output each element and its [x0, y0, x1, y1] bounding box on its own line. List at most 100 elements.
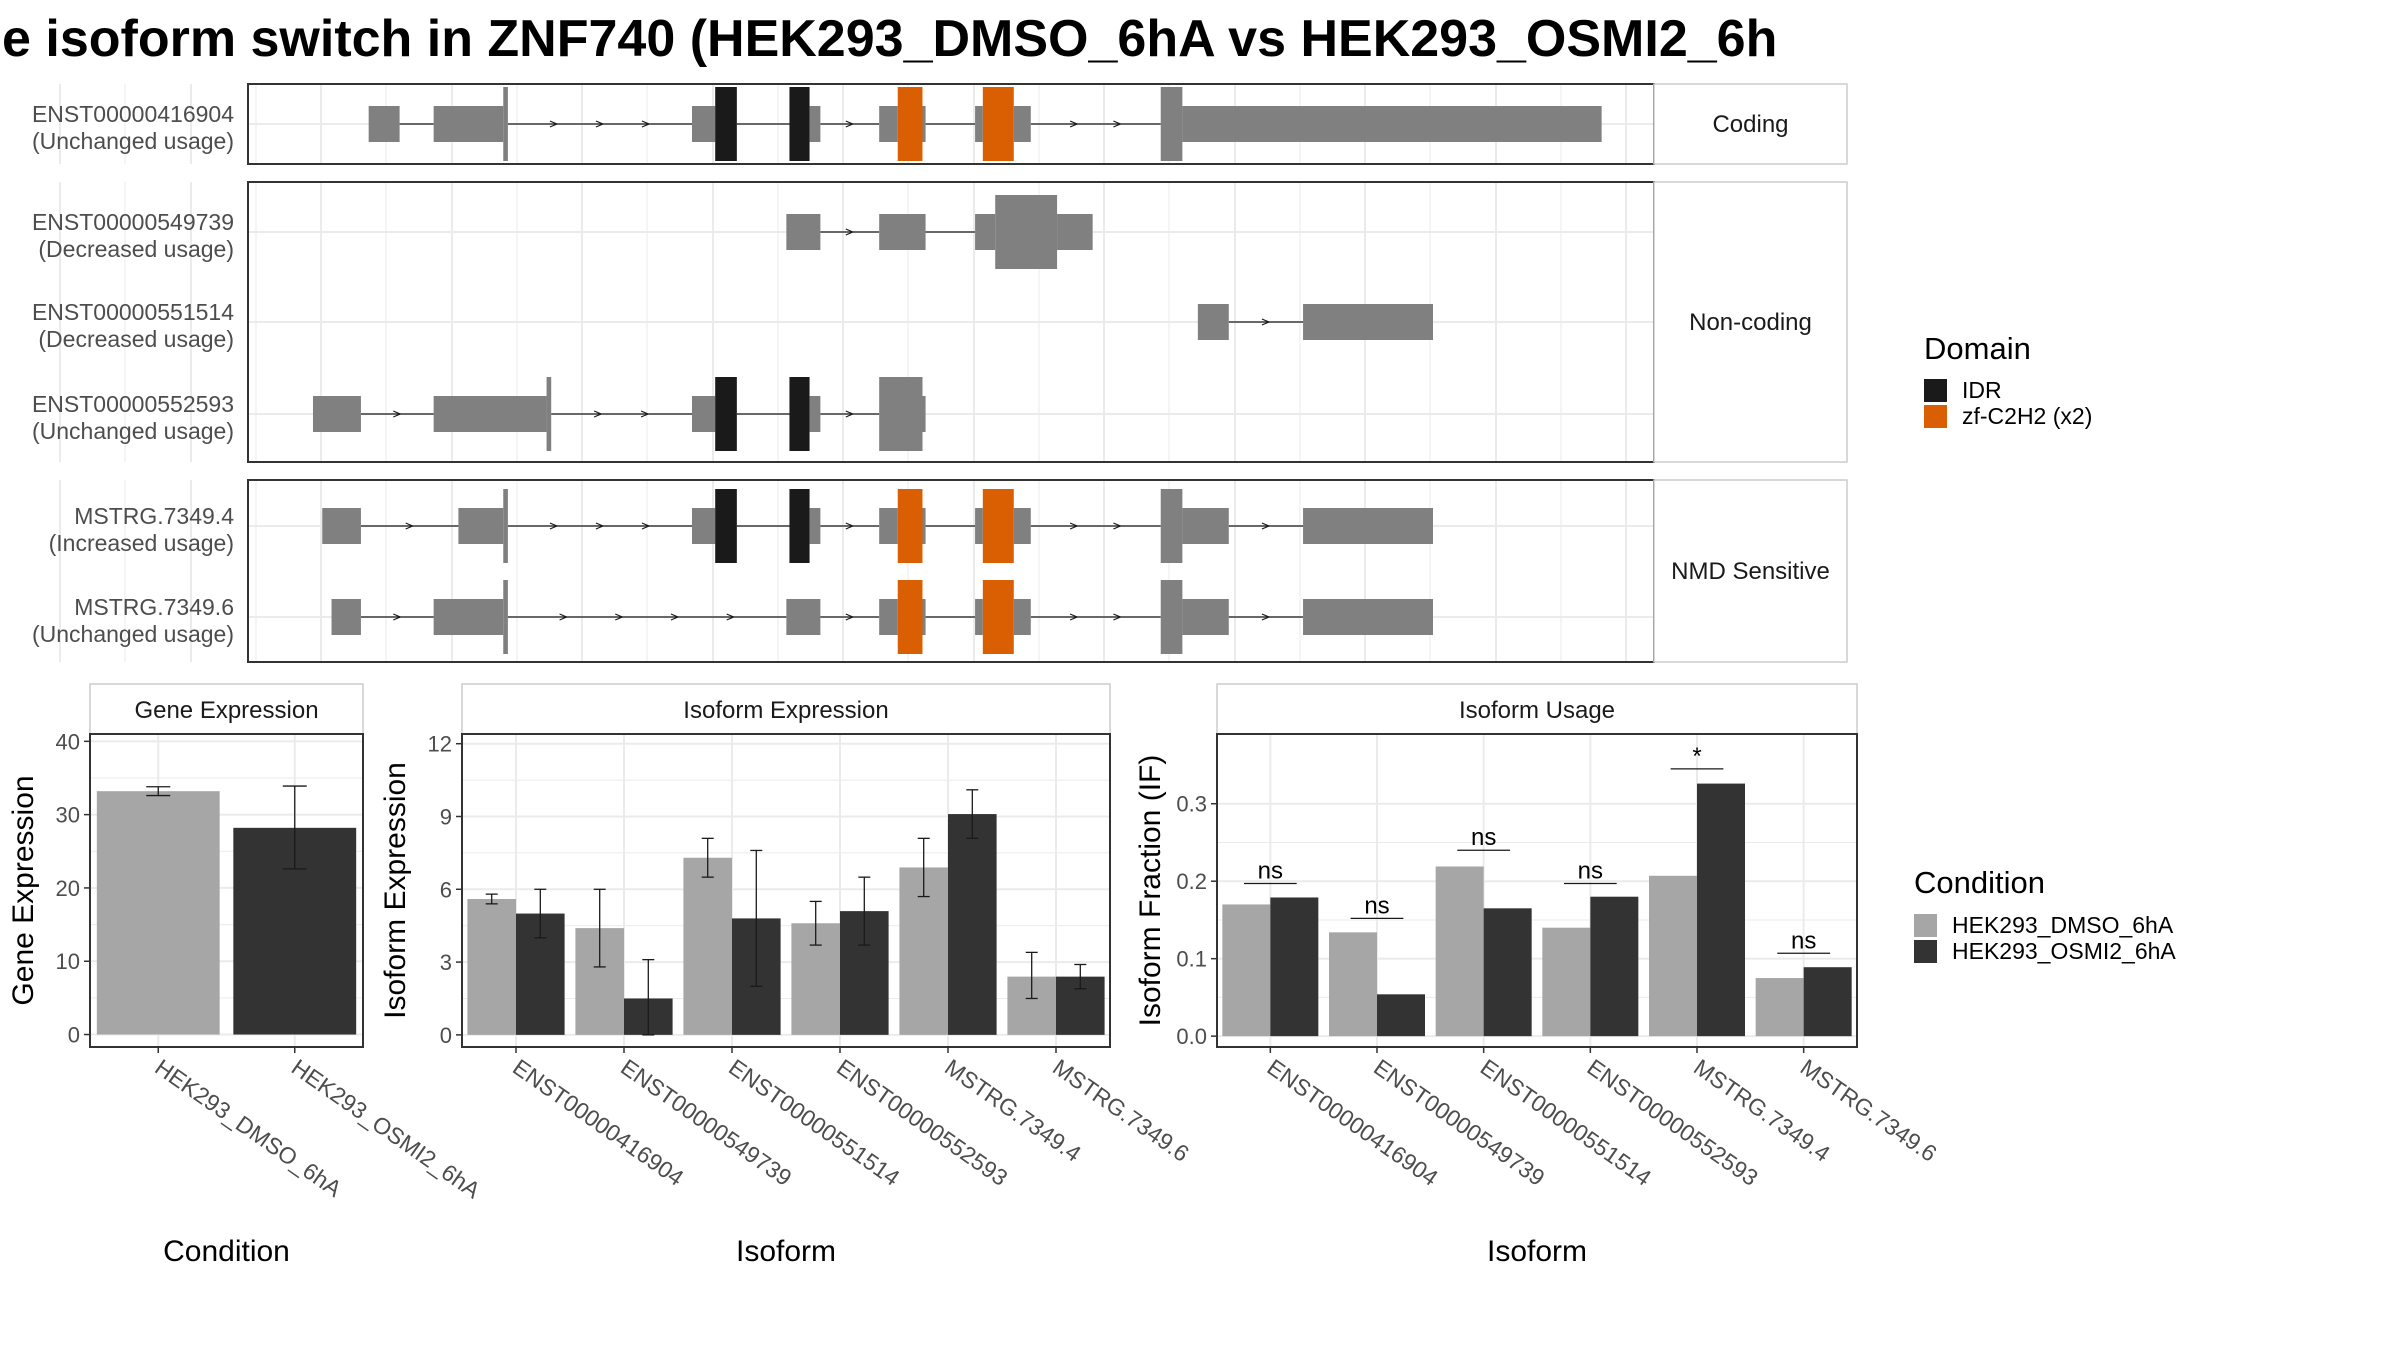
bar: [1377, 994, 1425, 1037]
transcript-ENST00000416904: ENST00000416904(Unchanged usage): [32, 87, 1602, 161]
transcript-ENST00000552593: ENST00000552593(Unchanged usage): [32, 377, 926, 451]
error-bar: [1025, 951, 1038, 1000]
error-bar: [282, 785, 307, 870]
y-tick-label: 0.2: [1176, 869, 1207, 894]
utr-exon: [879, 599, 898, 635]
transcript-id-label: ENST00000552593: [32, 391, 234, 417]
significance-label: *: [1692, 743, 1701, 770]
utr-exon: [922, 106, 926, 142]
significance-label: ns: [1791, 927, 1816, 954]
y-tick-label: 3: [440, 950, 452, 975]
domain-legend-label: zf-C2H2 (x2): [1962, 403, 2092, 429]
error-bar: [966, 789, 979, 839]
intron-arrow: [1069, 613, 1079, 621]
intron-arrow: [1069, 522, 1079, 530]
intron-arrow: [1261, 613, 1271, 621]
y-tick-label: 6: [440, 877, 452, 902]
transcript-structure-plot: ENST00000416904(Unchanged usage)CodingEN…: [32, 83, 1848, 663]
utr-exon: [433, 106, 504, 142]
facet-strip: [1653, 181, 1848, 463]
zf-c2h2-domain: [982, 87, 1014, 161]
utr-exon: [691, 106, 716, 142]
bar: [1697, 783, 1745, 1037]
utr-exon: [809, 508, 821, 544]
utr-exon: [691, 396, 716, 432]
y-tick-label: 9: [440, 804, 452, 829]
zf-c2h2-domain: [982, 580, 1014, 654]
facet-strip: [1653, 479, 1848, 663]
intron-arrow: [559, 613, 569, 621]
bar: [467, 898, 516, 1035]
utr-exon: [809, 106, 821, 142]
utr-exon: [1013, 599, 1031, 635]
intron-arrow: [845, 613, 855, 621]
utr-exon: [1182, 508, 1229, 544]
condition-legend-title: Condition: [1914, 865, 2045, 900]
transcript-usage-label: (Decreased usage): [38, 326, 234, 352]
transcript-usage-label: (Unchanged usage): [32, 418, 234, 444]
utr-exon: [1303, 599, 1434, 635]
panel-border: [89, 733, 364, 1048]
utr-exon: [1057, 214, 1093, 250]
idr-domain: [715, 87, 737, 161]
intron-arrow: [1113, 120, 1122, 128]
transcript-MSTRG.7349.6: MSTRG.7349.6(Unchanged usage): [32, 580, 1434, 654]
y-tick-label: 10: [56, 949, 80, 974]
facet-strip-label: Non-coding: [1689, 309, 1812, 336]
intron-arrow: [1113, 522, 1122, 530]
zf-c2h2-domain: [897, 489, 923, 563]
intron-arrow: [845, 120, 855, 128]
cds-exon: [1160, 580, 1183, 654]
utr-exon: [975, 106, 983, 142]
error-bar: [809, 900, 822, 946]
bar: [1435, 866, 1484, 1037]
facet-strip-label: Isoform Expression: [683, 697, 888, 724]
cds-exon: [503, 87, 508, 161]
panel-border: [461, 733, 1111, 1048]
transcript-usage-label: (Unchanged usage): [32, 128, 234, 154]
transcript-usage-label: (Unchanged usage): [32, 621, 234, 647]
facet-strip-label: Coding: [1712, 111, 1788, 138]
utr-exon: [879, 508, 898, 544]
utr-exon: [458, 508, 504, 544]
y-tick-label: 0.3: [1176, 792, 1207, 817]
x-tick-label: ENST00000551514: [1476, 1054, 1657, 1191]
structure-panel-1: ENST00000549739(Decreased usage)ENST0000…: [32, 181, 1848, 463]
utr-exon: [433, 396, 547, 432]
bar: [96, 791, 220, 1035]
y-axis-title: Isoform Fraction (IF): [1134, 755, 1167, 1027]
utr-exon: [1013, 106, 1031, 142]
idr-domain: [789, 87, 810, 161]
utr-exon: [1182, 106, 1602, 142]
utr-exon: [1303, 508, 1434, 544]
significance-label: ns: [1578, 858, 1603, 885]
zf-c2h2-domain: [897, 87, 923, 161]
error-bar: [146, 786, 171, 797]
y-tick-label: 12: [428, 732, 452, 757]
structure-panel-2: MSTRG.7349.4(Increased usage)MSTRG.7349.…: [32, 479, 1848, 663]
error-bar: [917, 837, 930, 898]
bar: [1542, 927, 1591, 1037]
intron-arrow: [549, 120, 559, 128]
y-tick-label: 0.0: [1176, 1024, 1207, 1049]
cds-exon: [503, 580, 508, 654]
intron-arrow: [593, 410, 603, 418]
bar: [683, 857, 732, 1035]
intron-arrow: [595, 120, 605, 128]
x-tick-label: ENST00000549739: [1369, 1054, 1549, 1191]
structure-panel-0: ENST00000416904(Unchanged usage) Coding: [32, 83, 1848, 165]
cds-exon: [879, 377, 923, 451]
transcript-id-label: ENST00000416904: [32, 101, 234, 127]
cds-exon: [546, 377, 552, 451]
zf-c2h2-domain: [982, 489, 1014, 563]
intron-arrow: [405, 522, 415, 530]
intron-arrow: [670, 613, 680, 621]
condition-legend-key: [1914, 940, 1937, 963]
utr-exon: [1182, 599, 1229, 635]
intron-arrow: [845, 228, 855, 236]
bar: [1649, 875, 1697, 1037]
y-tick-label: 20: [56, 876, 80, 901]
utr-exon: [368, 106, 400, 142]
utr-exon: [691, 508, 716, 544]
